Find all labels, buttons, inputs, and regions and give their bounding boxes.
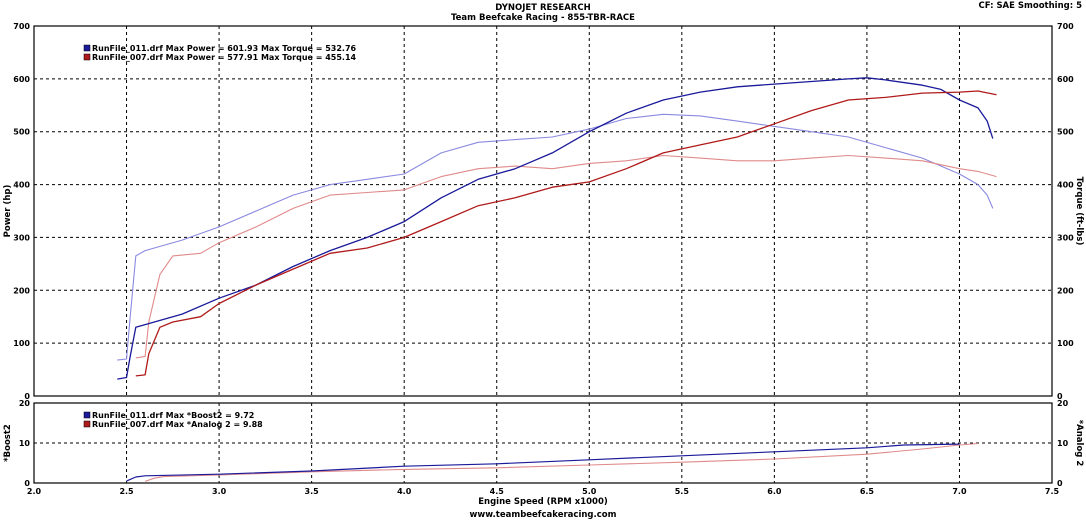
legend-top-swatch [83, 53, 91, 61]
y2-tick-label: 100 [1057, 339, 1074, 348]
x-tick-label: 4.0 [397, 487, 412, 496]
y2-tick-label: 300 [1057, 233, 1074, 242]
x-tick-label: 2.5 [119, 487, 134, 496]
x-tick-label: 5.0 [582, 487, 597, 496]
y-tick-label: 0 [24, 392, 30, 401]
y2-tick-label: 200 [1057, 286, 1074, 295]
x-tick-label: 2.0 [27, 487, 42, 496]
series-line-run011-power [117, 77, 994, 380]
legend-bottom-swatch [83, 420, 91, 428]
series-line-run007-power [135, 90, 997, 377]
y-tick-label: 0 [24, 479, 30, 488]
y-tick-label: 500 [13, 128, 30, 137]
x-tick-label: 7.0 [952, 487, 967, 496]
y2-tick-label: 10 [1057, 439, 1069, 448]
x-tick-label: 4.5 [490, 487, 505, 496]
legend-top-entry: RunFile_007.drf Max Power = 577.91 Max T… [92, 53, 357, 62]
plot-frame-bottom [33, 402, 1053, 484]
y-tick-label: 20 [19, 399, 31, 408]
y2-axis-label: Torque (ft-lbs) [1074, 177, 1084, 246]
legend-bottom-entry: RunFile_007.drf Max *Analog 2 = 9.88 [92, 420, 263, 429]
y2-axis-label-bottom: *Analog 2 [1074, 420, 1084, 467]
legend-top-entry: RunFile_011.drf Max Power = 601.93 Max T… [92, 44, 357, 53]
y2-tick-label: 500 [1057, 128, 1074, 137]
y-tick-label: 10 [19, 439, 31, 448]
series-line-run007-torque [135, 154, 997, 359]
y2-tick-label: 0 [1057, 479, 1063, 488]
legend-top-swatch [83, 44, 91, 52]
plot-frame-top [33, 25, 1053, 397]
y2-tick-label: 400 [1057, 181, 1074, 190]
y-axis-label: Power (hp) [3, 185, 13, 238]
y-tick-label: 200 [13, 286, 30, 295]
x-tick-label: 3.5 [305, 487, 320, 496]
y2-tick-label: 20 [1057, 399, 1069, 408]
x-tick-label: 3.0 [212, 487, 227, 496]
x-axis-label: Engine Speed (RPM x1000) [478, 497, 608, 507]
x-tick-label: 7.5 [1045, 487, 1060, 496]
y-tick-label: 400 [13, 181, 30, 190]
y2-tick-label: 600 [1057, 75, 1074, 84]
legend-bottom-swatch [83, 411, 91, 419]
y2-tick-label: 700 [1057, 22, 1074, 31]
y2-tick-label: 0 [1057, 392, 1063, 401]
legend-bottom-entry: RunFile_011.drf Max *Boost2 = 9.72 [92, 411, 254, 420]
series-line-run011-boost2 [126, 443, 960, 482]
y-axis-label-bottom: *Boost2 [3, 424, 13, 462]
y-tick-label: 600 [13, 75, 30, 84]
x-tick-label: 6.5 [860, 487, 875, 496]
y-tick-label: 100 [13, 339, 30, 348]
y-tick-label: 700 [13, 22, 30, 31]
y-tick-label: 300 [13, 233, 30, 242]
series-line-run007-analog2 [144, 442, 979, 482]
footer-url: www.teambeefcakeracing.com [469, 510, 617, 520]
x-tick-label: 5.5 [675, 487, 690, 496]
x-tick-label: 6.0 [767, 487, 782, 496]
chart-title: DYNOJET RESEARCH [495, 3, 591, 13]
chart-subtitle: Team Beefcake Racing - 855-TBR-RACE [451, 13, 635, 23]
series-line-run011-torque [117, 113, 994, 361]
settings-readout: CF: SAE Smoothing: 5 [978, 1, 1083, 11]
